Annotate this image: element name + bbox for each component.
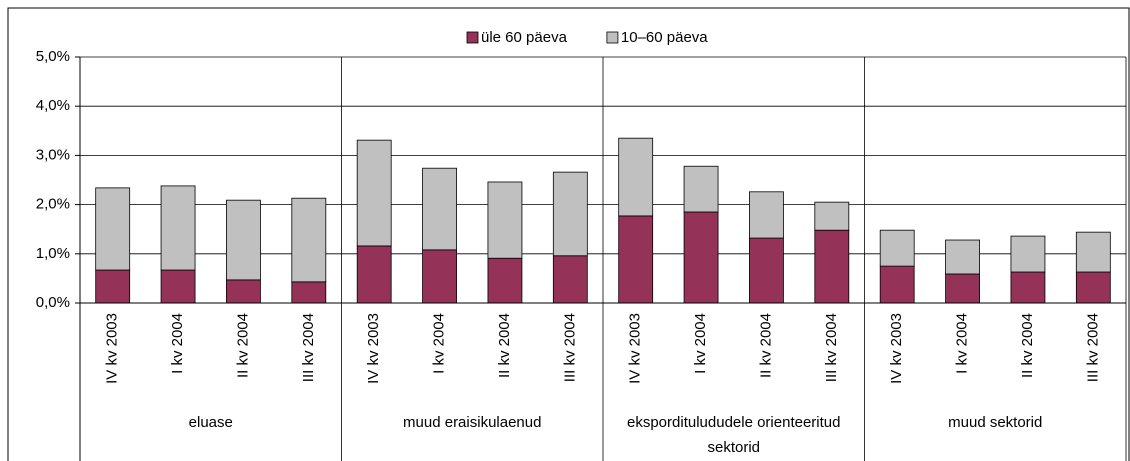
bar-segment: [814, 229, 850, 304]
group-label: muud eraisikulaenud: [403, 414, 542, 431]
x-tick-label: IV kv 2003: [104, 313, 121, 384]
bar-segment: [1010, 235, 1046, 273]
x-tick-label: III kv 2004: [823, 313, 840, 382]
y-tick-label: 0,0%: [36, 294, 70, 311]
y-tick-label: 3,0%: [36, 146, 70, 163]
bar-segment: [291, 281, 327, 304]
bar-segment: [552, 255, 588, 304]
x-tick-label: II kv 2004: [496, 313, 513, 378]
bar-segment: [356, 139, 392, 247]
legend-swatch: [466, 31, 479, 44]
legend-label: 10–60 päeva: [621, 29, 708, 46]
x-tick-label: IV kv 2003: [888, 313, 905, 384]
bar-segment: [1075, 231, 1111, 273]
bar-segment: [879, 265, 915, 304]
bar-segment: [552, 171, 588, 257]
x-tick-label: II kv 2004: [234, 313, 251, 378]
bar-segment: [945, 239, 980, 275]
x-tick-label: IV kv 2003: [365, 313, 382, 384]
bar-segment: [749, 191, 784, 239]
bar-segment: [291, 197, 327, 283]
bar-segment: [160, 269, 196, 304]
x-tick-label: III kv 2004: [1084, 313, 1101, 382]
bar-segment: [160, 185, 196, 271]
bar-segment: [945, 273, 980, 304]
x-tick-label: I kv 2004: [431, 313, 448, 374]
bar-segment: [683, 165, 719, 213]
group-label: eluase: [188, 414, 233, 431]
y-tick-label: 4,0%: [36, 97, 70, 114]
bar-segment: [95, 269, 131, 304]
y-tick-label: 2,0%: [36, 196, 70, 213]
bar-segment: [683, 211, 719, 304]
bar-segment: [226, 279, 261, 304]
x-tick-label: I kv 2004: [169, 313, 186, 374]
bar-segment: [618, 215, 654, 304]
bar-segment: [1075, 271, 1111, 304]
bar-segment: [1010, 271, 1046, 304]
y-tick-label: 5,0%: [36, 48, 70, 65]
legend-swatch: [606, 31, 619, 44]
bar-segment: [95, 187, 131, 271]
x-tick-label: III kv 2004: [561, 313, 578, 382]
x-tick-label: II kv 2004: [1019, 313, 1036, 378]
x-tick-label: IV kv 2003: [627, 313, 644, 384]
bar-segment: [487, 181, 523, 259]
y-tick-label: 1,0%: [36, 245, 70, 262]
x-tick-label: III kv 2004: [300, 313, 317, 382]
bar-segment: [422, 249, 457, 304]
bar-segment: [487, 257, 523, 304]
group-label: muud sektorid: [948, 414, 1043, 431]
bar-segment: [879, 229, 915, 267]
bar-segment: [422, 167, 457, 251]
x-tick-label: I kv 2004: [692, 313, 709, 374]
group-label: eksporditulududele orienteeritud sektori…: [627, 414, 841, 456]
chart-frame: [7, 7, 1130, 461]
legend-label: üle 60 päeva: [481, 29, 568, 46]
bar-segment: [749, 237, 784, 304]
bar-segment: [618, 137, 654, 217]
x-tick-label: I kv 2004: [954, 313, 971, 374]
bar-segment: [814, 201, 850, 231]
bar-segment: [226, 199, 261, 281]
bar-segment: [356, 245, 392, 304]
x-tick-label: II kv 2004: [757, 313, 774, 378]
